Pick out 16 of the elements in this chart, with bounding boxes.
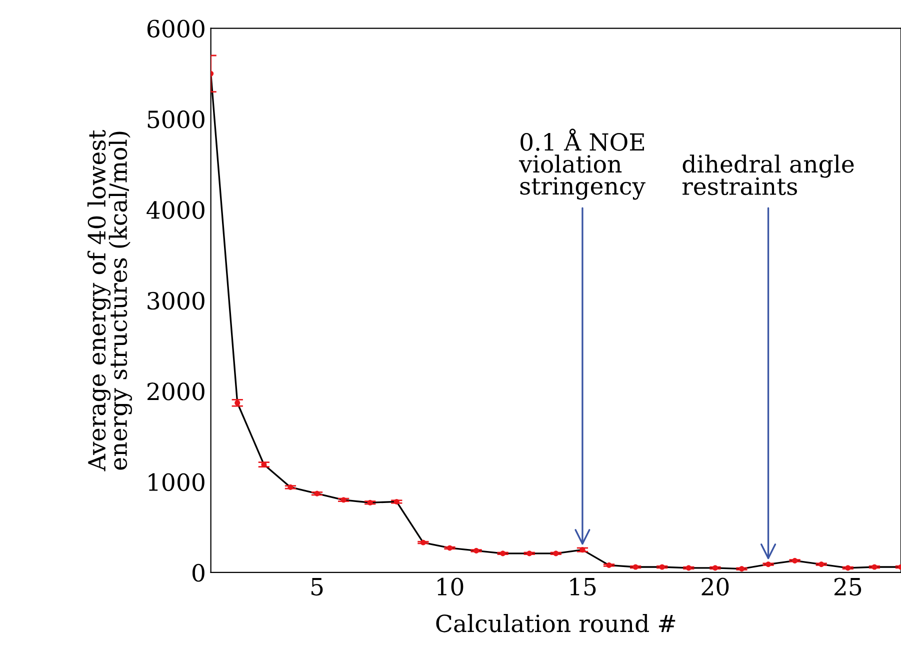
x-tick-label: 5 (312, 578, 323, 596)
y-tick-label: 3000 (148, 292, 204, 310)
annotation: 0.1 Å NOE violation stringency (518, 128, 646, 200)
x-tick-label: 20 (702, 578, 729, 596)
y-tick-label: 6000 (147, 20, 204, 38)
x-axis-title: Calculation round # (436, 614, 676, 632)
y-tick-label: 4000 (146, 201, 204, 219)
y-tick-label: 0 (192, 564, 204, 582)
annotation: dihedral angle restraints (682, 154, 854, 196)
y-tick-label: 1000 (148, 473, 204, 492)
x-tick-label: 15 (570, 578, 596, 596)
x-tick-label: 10 (438, 578, 464, 596)
y-tick-label: 2000 (147, 382, 204, 400)
x-tick-label: 25 (834, 578, 862, 596)
y-tick-label: 5000 (148, 110, 204, 128)
y-axis-title: Average energy of 40 lowest energy structures (kcal/mol) (87, 130, 132, 472)
